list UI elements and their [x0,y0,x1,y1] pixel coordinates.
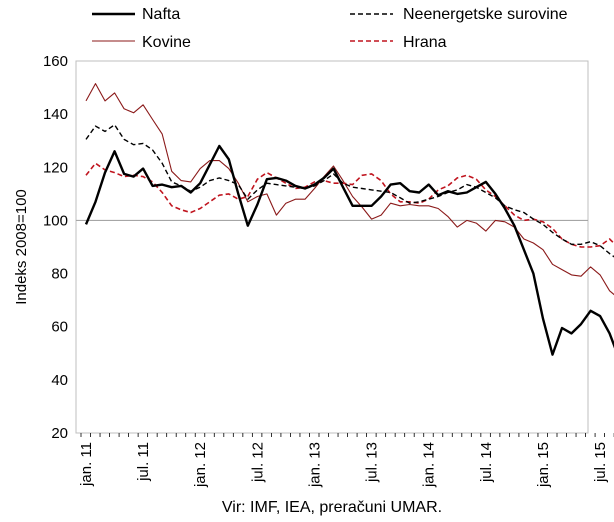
x-tick-label: jul. 14 [478,442,495,483]
legend-label-neenergetske-surovine: Neenergetske surovine [403,6,568,23]
legend-label-hrana: Hrana [403,34,447,51]
legend-label-nafta: Nafta [142,6,180,23]
x-tick-label: jul. 12 [249,442,266,483]
x-tick-label: jul. 15 [592,442,609,483]
y-tick-label-60: 60 [51,319,68,336]
source-note: Vir: IMF, IEA, preračuni UMAR. [222,499,442,516]
y-tick-label-160: 160 [43,53,68,70]
y-tick-label-20: 20 [51,425,68,442]
x-tick-label: jan. 14 [421,442,438,488]
x-tick-label: jul. 11 [135,442,152,482]
x-tick-label: jul. 13 [364,442,381,483]
plot-area: 20 40 60 80 100 120 140 160 jan. 11 jul. 11 jan. 1… [43,53,614,488]
y-tick-label-40: 40 [51,372,68,389]
y-tick-label-80: 80 [51,266,68,283]
plot-frame [75,60,589,434]
legend: Nafta Kovine Neenergetske surovine Hrana [92,6,568,51]
y-axis-title: Indeks 2008=100 [13,189,30,305]
legend-label-kovine: Kovine [142,34,191,51]
y-tick-label-140: 140 [43,106,68,123]
series-line-nafta [84,144,614,356]
series-line-hrana [85,162,614,248]
y-tick-label-120: 120 [43,159,68,176]
x-tick-label: jan. 15 [535,442,552,488]
series-line-kovine [85,83,614,296]
x-tick-label: jan. 13 [306,442,323,488]
x-tick-label: jan. 12 [192,442,209,488]
x-tick-label: jan. 11 [78,442,95,487]
y-tick-label-100: 100 [43,212,68,229]
